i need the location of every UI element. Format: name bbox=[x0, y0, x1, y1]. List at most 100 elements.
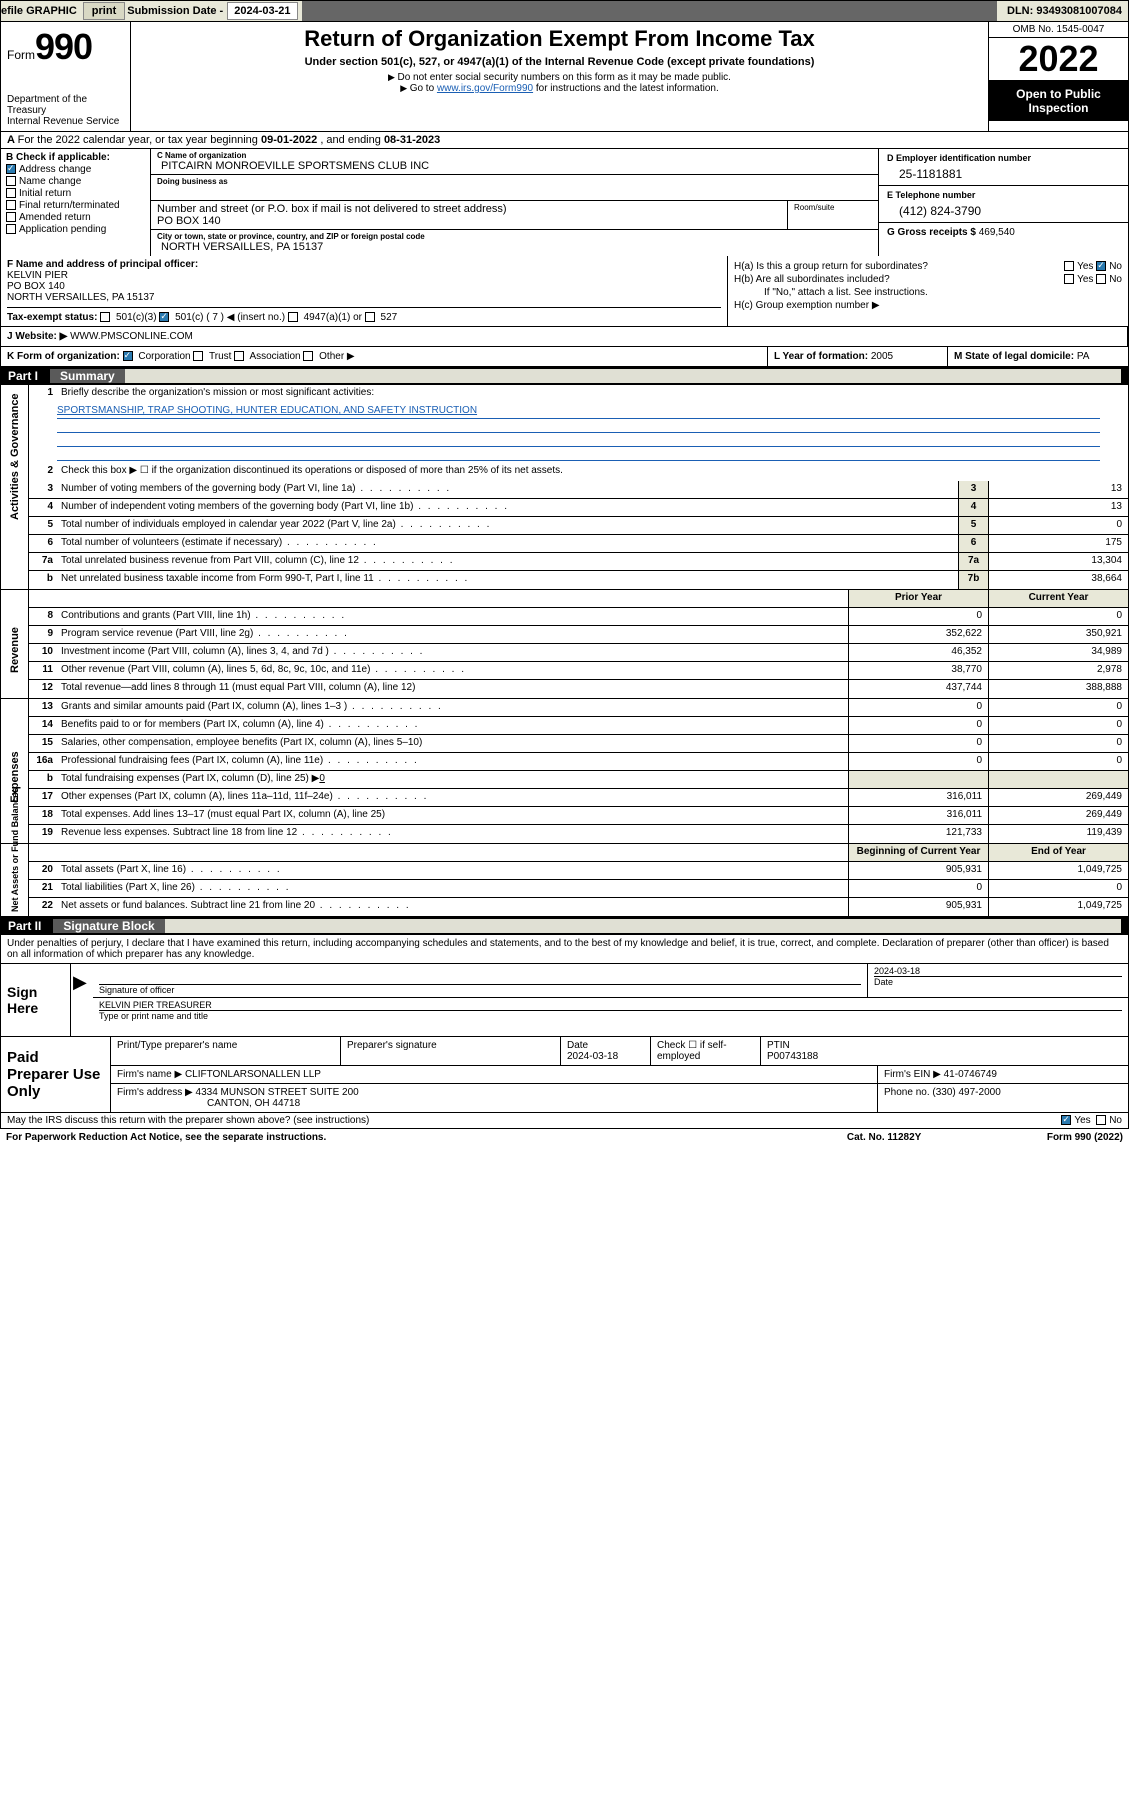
line19-curr: 119,439 bbox=[988, 825, 1128, 843]
ha-label: H(a) Is this a group return for subordin… bbox=[734, 261, 1064, 272]
open-line1: Open to Public bbox=[1016, 87, 1101, 101]
checkbox-icon[interactable] bbox=[303, 351, 313, 361]
form-ref: Form 990 (2022) bbox=[1047, 1132, 1123, 1143]
irs-link[interactable]: www.irs.gov/Form990 bbox=[437, 83, 533, 94]
vtab-netassets: Net Assets or Fund Balances bbox=[10, 858, 20, 912]
line6: Total number of volunteers (estimate if … bbox=[57, 535, 958, 552]
summary-governance: Activities & Governance 1 Briefly descri… bbox=[0, 385, 1129, 590]
chk-initial-return[interactable]: Initial return bbox=[6, 188, 145, 199]
hb-yesno: Yes No bbox=[1064, 274, 1122, 285]
open-line2: Inspection bbox=[1028, 101, 1088, 115]
line10-curr: 34,989 bbox=[988, 644, 1128, 661]
line14: Benefits paid to or for members (Part IX… bbox=[57, 717, 848, 734]
checkbox-icon[interactable] bbox=[1061, 1115, 1071, 1125]
checkbox-icon[interactable] bbox=[1096, 261, 1106, 271]
addr-change-label: Address change bbox=[19, 164, 91, 175]
firm-name-label: Firm's name ▶ bbox=[117, 1069, 182, 1080]
vtab-governance: Activities & Governance bbox=[9, 466, 21, 520]
part2-num: Part II bbox=[8, 919, 53, 933]
line9: Program service revenue (Part VIII, line… bbox=[57, 626, 848, 643]
line1-label: Briefly describe the organization's miss… bbox=[57, 385, 1128, 403]
part1-header: Part I Summary bbox=[0, 367, 1129, 385]
firm-phone-label: Phone no. bbox=[884, 1087, 932, 1098]
form-header: Form990 Department of the Treasury Inter… bbox=[0, 22, 1129, 132]
signature-declaration: Under penalties of perjury, I declare th… bbox=[0, 935, 1129, 964]
line5: Total number of individuals employed in … bbox=[57, 517, 958, 534]
sign-here-block: Sign Here ▶ Signature of officer 2024-03… bbox=[0, 964, 1129, 1037]
col-c-org-info: C Name of organization PITCAIRN MONROEVI… bbox=[151, 149, 878, 256]
line20-prior: 905,931 bbox=[848, 862, 988, 879]
sig-officer-label: Signature of officer bbox=[99, 984, 861, 995]
line21-prior: 0 bbox=[848, 880, 988, 897]
line4: Number of independent voting members of … bbox=[57, 499, 958, 516]
discuss-row: May the IRS discuss this return with the… bbox=[0, 1113, 1129, 1129]
prep-date-label: Date bbox=[567, 1040, 588, 1051]
row-j-website: J Website: ▶ WWW.PMSCONLINE.COM bbox=[0, 327, 1129, 347]
part2-title: Signature Block bbox=[53, 919, 164, 933]
line18-prior: 316,011 bbox=[848, 807, 988, 824]
line8-curr: 0 bbox=[988, 608, 1128, 625]
discuss-no: No bbox=[1109, 1115, 1122, 1126]
501c3-label: 501(c)(3) bbox=[116, 312, 157, 323]
form-subtitle: Under section 501(c), 527, or 4947(a)(1)… bbox=[141, 56, 978, 68]
discuss-label: May the IRS discuss this return with the… bbox=[7, 1115, 1061, 1126]
line14-prior: 0 bbox=[848, 717, 988, 734]
chk-final-return[interactable]: Final return/terminated bbox=[6, 200, 145, 211]
checkbox-icon[interactable] bbox=[365, 312, 375, 322]
room-label: Room/suite bbox=[788, 201, 878, 229]
checkbox-icon[interactable] bbox=[123, 351, 133, 361]
footer-final: For Paperwork Reduction Act Notice, see … bbox=[0, 1129, 1129, 1146]
line13-curr: 0 bbox=[988, 699, 1128, 716]
part1-title: Summary bbox=[50, 369, 125, 383]
checkbox-icon bbox=[6, 188, 16, 198]
checkbox-icon[interactable] bbox=[1064, 274, 1074, 284]
gross-receipts-label: G Gross receipts $ bbox=[887, 227, 979, 238]
line19: Revenue less expenses. Subtract line 18 … bbox=[57, 825, 848, 843]
checkbox-icon[interactable] bbox=[1096, 274, 1106, 284]
officer-name: KELVIN PIER bbox=[7, 270, 68, 281]
tax-year-begin: 09-01-2022 bbox=[261, 134, 317, 146]
print-button[interactable]: print bbox=[83, 2, 125, 20]
checkbox-icon[interactable] bbox=[159, 312, 169, 322]
line5-val: 0 bbox=[988, 517, 1128, 534]
line3: Number of voting members of the governin… bbox=[57, 481, 958, 498]
chk-address-change[interactable]: Address change bbox=[6, 164, 145, 175]
ptin-label: PTIN bbox=[767, 1040, 790, 1051]
firm-addr-label: Firm's address ▶ bbox=[117, 1087, 193, 1098]
line16b-val: 0 bbox=[319, 773, 325, 784]
line8-prior: 0 bbox=[848, 608, 988, 625]
checkbox-icon[interactable] bbox=[234, 351, 244, 361]
initial-label: Initial return bbox=[19, 188, 71, 199]
line22: Net assets or fund balances. Subtract li… bbox=[57, 898, 848, 916]
527-label: 527 bbox=[381, 312, 398, 323]
no-label: No bbox=[1109, 274, 1122, 285]
hc-label: H(c) Group exemption number ▶ bbox=[734, 300, 1122, 311]
block-fh: F Name and address of principal officer:… bbox=[0, 256, 1129, 327]
chk-app-pending[interactable]: Application pending bbox=[6, 224, 145, 235]
line12: Total revenue—add lines 8 through 11 (mu… bbox=[57, 680, 848, 698]
checkbox-icon[interactable] bbox=[1064, 261, 1074, 271]
checkbox-icon[interactable] bbox=[193, 351, 203, 361]
hdr-current: Current Year bbox=[988, 590, 1128, 607]
line17: Other expenses (Part IX, column (A), lin… bbox=[57, 789, 848, 806]
line11-prior: 38,770 bbox=[848, 662, 988, 679]
line16b: Total fundraising expenses (Part IX, col… bbox=[57, 771, 848, 788]
line20: Total assets (Part X, line 16) bbox=[57, 862, 848, 879]
chk-name-change[interactable]: Name change bbox=[6, 176, 145, 187]
sign-here-label: Sign Here bbox=[1, 964, 71, 1036]
chk-amended-return[interactable]: Amended return bbox=[6, 212, 145, 223]
checkbox-icon[interactable] bbox=[288, 312, 298, 322]
street-label: Number and street (or P.O. box if mail i… bbox=[157, 203, 781, 215]
line18-curr: 269,449 bbox=[988, 807, 1128, 824]
4947-label: 4947(a)(1) or bbox=[304, 312, 362, 323]
checkbox-icon[interactable] bbox=[1096, 1115, 1106, 1125]
ein-label: D Employer identification number bbox=[887, 153, 1120, 163]
city-label: City or town, state or province, country… bbox=[157, 232, 872, 241]
line22-curr: 1,049,725 bbox=[988, 898, 1128, 916]
line9-prior: 352,622 bbox=[848, 626, 988, 643]
mission-value: SPORTSMANSHIP, TRAP SHOOTING, HUNTER EDU… bbox=[57, 405, 1100, 419]
mission-text: SPORTSMANSHIP, TRAP SHOOTING, HUNTER EDU… bbox=[29, 403, 1128, 463]
dln: DLN: 93493081007084 bbox=[1001, 5, 1128, 17]
checkbox-icon[interactable] bbox=[100, 312, 110, 322]
checkbox-icon bbox=[6, 212, 16, 222]
